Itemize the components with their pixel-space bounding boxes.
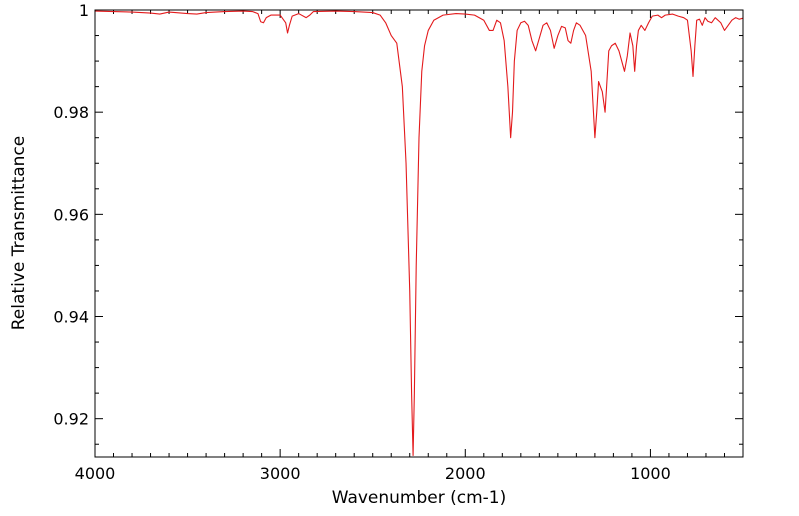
y-tick-labels: 1 0.98 0.96 0.94 0.92 <box>53 1 89 429</box>
ticks-group <box>94 9 744 457</box>
y-axis-label: Relative Transmittance <box>9 136 29 331</box>
x-tick-label: 2000 <box>445 464 486 483</box>
x-tick-label: 4000 <box>75 464 116 483</box>
y-tick-label: 0.96 <box>53 205 89 224</box>
x-tick-label: 1000 <box>630 464 671 483</box>
y-tick-label: 0.92 <box>53 410 89 429</box>
plot-frame <box>94 9 744 458</box>
y-tick-label: 0.98 <box>53 103 89 122</box>
y-tick-label: 1 <box>79 1 89 20</box>
x-tick-labels: 4000 3000 2000 1000 <box>75 464 671 483</box>
spectrum-line <box>94 10 744 457</box>
x-axis-label: Wavenumber (cm-1) <box>332 488 507 508</box>
x-tick-label: 3000 <box>260 464 301 483</box>
y-tick-label: 0.94 <box>53 308 89 327</box>
